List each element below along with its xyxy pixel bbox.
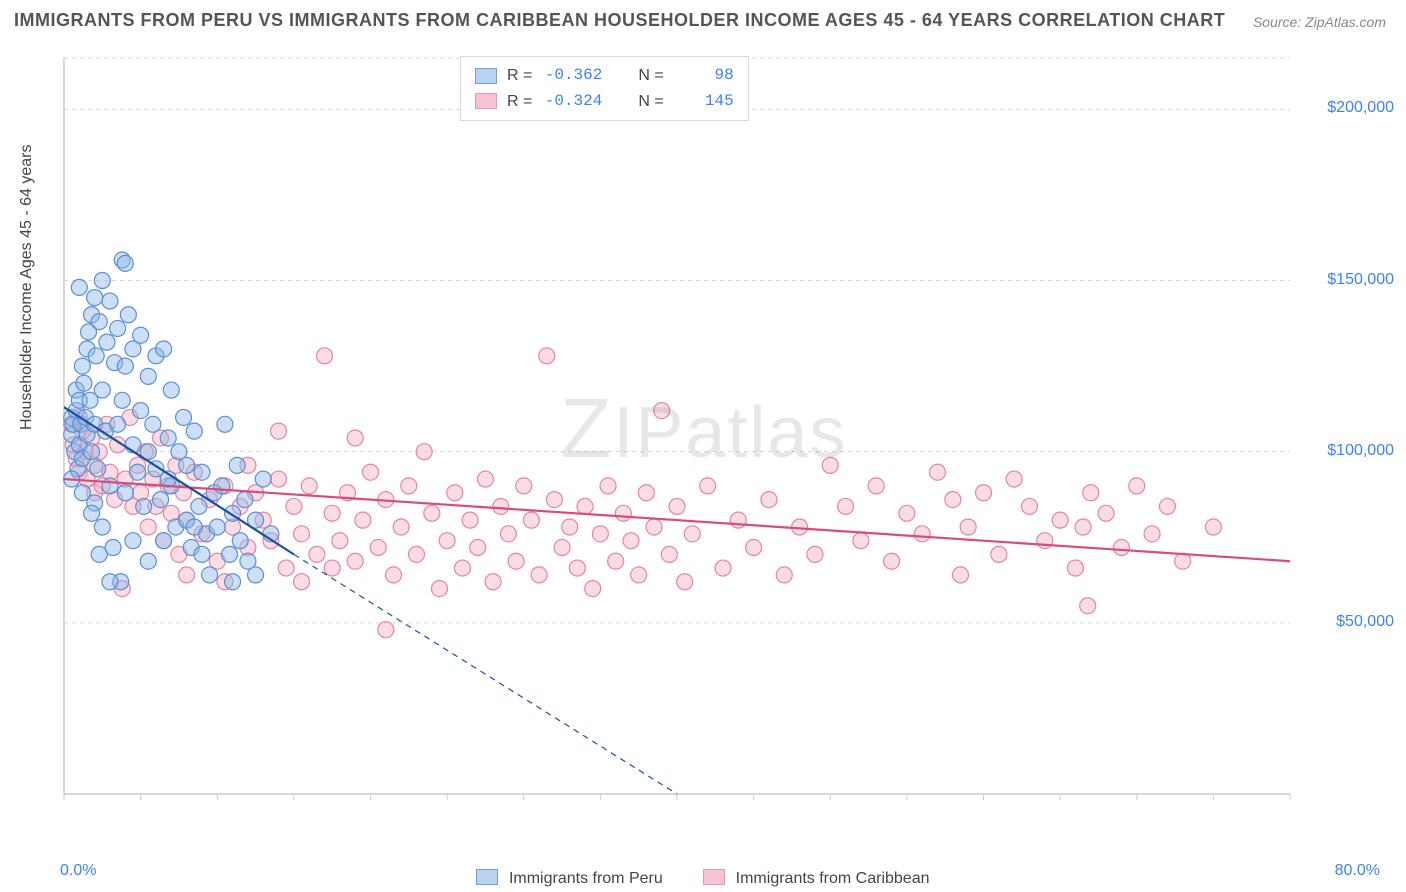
source-value: ZipAtlas.com <box>1305 14 1386 30</box>
legend-swatch-peru-icon <box>476 869 498 885</box>
legend-bottom: Immigrants from Peru Immigrants from Car… <box>0 869 1406 888</box>
stats-row-peru: R = -0.362 N = 98 <box>475 63 734 89</box>
y-tick-label: $100,000 <box>1327 442 1394 460</box>
swatch-caribbean-icon <box>475 93 497 109</box>
y-tick-label: $200,000 <box>1327 99 1394 117</box>
y-tick-label: $150,000 <box>1327 271 1394 289</box>
source-attribution: Source: ZipAtlas.com <box>1253 14 1386 30</box>
n-value-caribbean: 145 <box>674 89 734 115</box>
scatter-plot-svg <box>60 54 1380 824</box>
n-value-peru: 98 <box>674 63 734 89</box>
source-label: Source: <box>1253 14 1301 30</box>
correlation-stats-box: R = -0.362 N = 98 R = -0.324 N = 145 <box>460 56 749 121</box>
swatch-peru-icon <box>475 68 497 84</box>
legend-label-peru: Immigrants from Peru <box>509 870 663 887</box>
legend-item-caribbean: Immigrants from Caribbean <box>703 869 929 888</box>
legend-label-caribbean: Immigrants from Caribbean <box>736 870 930 887</box>
r-value-caribbean: -0.324 <box>542 89 602 115</box>
n-label: N = <box>638 89 663 115</box>
n-label: N = <box>638 63 663 89</box>
legend-item-peru: Immigrants from Peru <box>476 869 662 888</box>
y-axis-label: Householder Income Ages 45 - 64 years <box>18 145 36 431</box>
r-label: R = <box>507 89 532 115</box>
chart-plot-area <box>60 54 1380 824</box>
legend-swatch-caribbean-icon <box>703 869 725 885</box>
y-tick-label: $50,000 <box>1336 613 1394 631</box>
r-value-peru: -0.362 <box>542 63 602 89</box>
stats-row-caribbean: R = -0.324 N = 145 <box>475 89 734 115</box>
r-label: R = <box>507 63 532 89</box>
chart-title: IMMIGRANTS FROM PERU VS IMMIGRANTS FROM … <box>14 10 1225 31</box>
